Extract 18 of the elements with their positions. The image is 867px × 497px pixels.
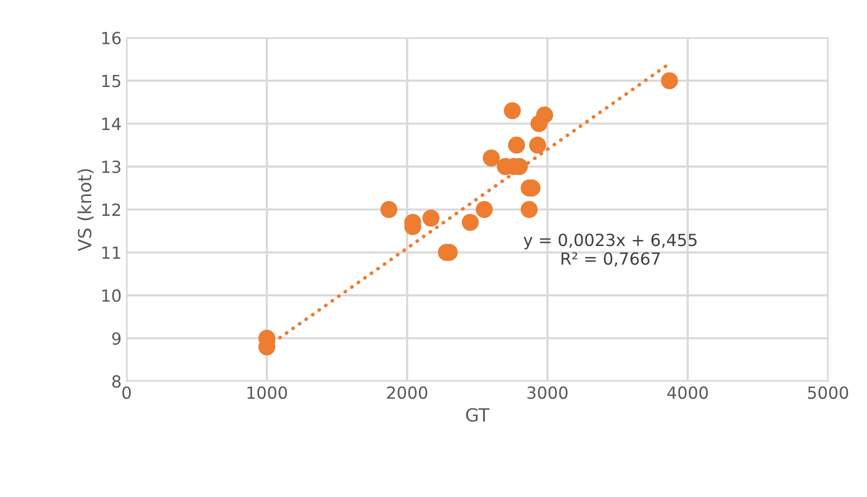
x-tick-label: 1000 [247,386,287,399]
y-tick-label: 8 [112,375,121,388]
y-tick-label: 13 [102,160,120,174]
x-axis-title: GT [466,408,490,422]
y-tick-label: 14 [102,118,121,130]
x-tick-label: 3000 [527,386,568,399]
y-tick-label: 9 [112,332,121,345]
x-tick-label: 2000 [387,386,428,399]
y-tick-label: 15 [102,74,120,88]
y-tick-label: 16 [102,32,121,44]
annotation: y = 0,0023x + 6,455 R² = 0,7667 [524,234,697,267]
x-tick-label: 5000 [808,386,848,399]
y-tick-label: 11 [102,246,120,259]
y-tick-label: 10 [102,289,121,302]
y-axis-title: VS (knot) [77,169,94,252]
x-tick-label: 4000 [667,386,708,399]
y-tick-label: 12 [102,203,120,216]
x-tick-label: 0 [122,386,131,399]
